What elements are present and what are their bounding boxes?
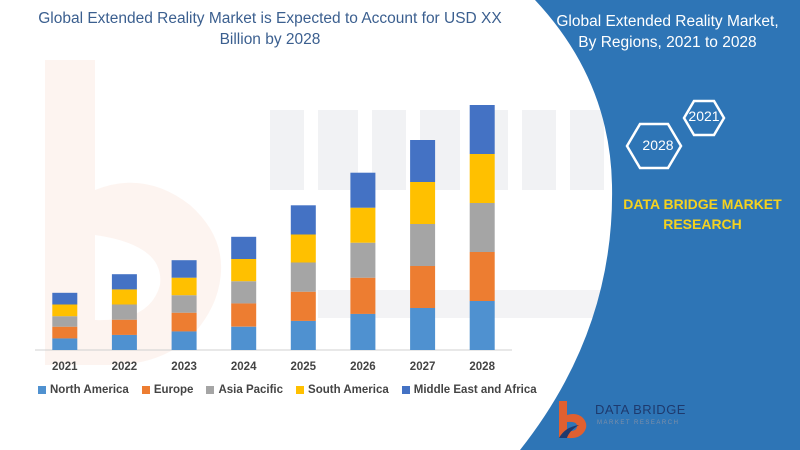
bar-segment-2022-asia-pacific: [111, 304, 137, 320]
brand-text-line-2: RESEARCH: [663, 216, 742, 232]
bar-segment-2023-middle-east-and-africa: [171, 260, 197, 278]
legend-item-middle-east-and-africa: Middle East and Africa: [401, 384, 537, 396]
bar-segment-2023-europe: [171, 312, 197, 332]
x-tick-label-2024: 2024: [231, 361, 257, 373]
bar-segment-2025-north-america: [290, 320, 316, 350]
bar-segment-2026-middle-east-and-africa: [350, 172, 376, 208]
legend-swatch: [141, 386, 150, 394]
bar-segment-2021-europe: [52, 326, 78, 339]
x-tick-label-2021: 2021: [52, 361, 78, 373]
bar-segment-2024-europe: [231, 303, 257, 327]
bar-segment-2022-europe: [111, 319, 137, 335]
bar-segment-2027-europe: [410, 266, 436, 308]
bar-segment-2024-north-america: [231, 326, 257, 350]
bar-segment-2028-europe: [469, 252, 495, 301]
bar-segment-2021-north-america: [52, 338, 78, 350]
brand-text-line-1: DATA BRIDGE MARKET: [623, 196, 782, 212]
bar-segment-2021-middle-east-and-africa: [52, 292, 78, 305]
legend-swatch: [38, 386, 46, 394]
bar-segment-2026-europe: [350, 277, 376, 314]
brand-text: DATA BRIDGE MARKET RESEARCH: [590, 194, 800, 234]
bar-segment-2024-asia-pacific: [231, 281, 257, 304]
bar-segment-2027-middle-east-and-africa: [410, 140, 436, 182]
x-tick-label-2025: 2025: [291, 361, 317, 373]
legend-swatch: [206, 386, 215, 394]
bar-segment-2024-middle-east-and-africa: [231, 236, 257, 259]
region-panel-title: Global Extended Reality Market, By Regio…: [556, 13, 779, 51]
legend-label: South America: [308, 384, 389, 396]
bar-segment-2025-middle-east-and-africa: [290, 205, 316, 235]
chart-legend: North America Europe Asia Pacific South Ame…: [38, 384, 537, 396]
logo-name: DATA BRIDGE: [595, 402, 686, 417]
bar-segment-2026-north-america: [350, 313, 376, 350]
legend-label: Asia Pacific: [218, 384, 284, 396]
bar-segment-2028-south-america: [469, 154, 495, 203]
bar-segment-2027-asia-pacific: [410, 224, 436, 266]
legend-item-europe: Europe: [141, 384, 194, 396]
bar-segment-2023-south-america: [171, 277, 197, 296]
legend-item-north-america: North America: [38, 384, 129, 396]
bar-segment-2021-asia-pacific: [52, 316, 78, 327]
legend-item-south-america: South America: [296, 384, 389, 396]
chart-title: Global Extended Reality Market is Expect…: [38, 10, 502, 48]
bar-segment-2027-south-america: [410, 182, 436, 224]
legend-label: Middle East and Africa: [413, 384, 537, 396]
logo-subtitle: MARKET RESEARCH: [597, 420, 680, 426]
bar-segment-2025-europe: [290, 291, 316, 321]
legend-swatch: [401, 386, 410, 394]
legend-label: Europe: [153, 384, 194, 396]
bar-segment-2023-asia-pacific: [171, 295, 197, 313]
x-tick-label-2023: 2023: [171, 361, 197, 373]
bar-segment-2025-south-america: [290, 234, 316, 263]
bar-segment-2026-south-america: [350, 207, 376, 243]
data-bridge-b-logo-icon: [559, 401, 587, 439]
x-tick-label-2027: 2027: [410, 361, 436, 373]
hexagon-label-2028: 2028: [642, 137, 674, 153]
bar-segment-2028-asia-pacific: [469, 203, 495, 252]
bar-segment-2022-north-america: [111, 334, 137, 350]
x-tick-label-2028: 2028: [469, 361, 495, 373]
bar-segment-2025-asia-pacific: [290, 262, 316, 292]
bar-segment-2028-middle-east-and-africa: [469, 105, 495, 154]
bar-segment-2024-south-america: [231, 259, 257, 282]
bar-segment-2023-north-america: [171, 331, 197, 350]
bar-segment-2027-north-america: [410, 308, 436, 350]
legend-item-asia-pacific: Asia Pacific: [206, 384, 283, 396]
bar-segment-2021-south-america: [52, 304, 78, 317]
bar-segment-2028-north-america: [469, 301, 495, 350]
bar-segment-2022-middle-east-and-africa: [111, 274, 137, 290]
x-tick-label-2026: 2026: [350, 361, 376, 373]
bar-segment-2026-asia-pacific: [350, 242, 376, 278]
legend-label: North America: [50, 384, 129, 396]
bar-segment-2022-south-america: [111, 289, 137, 305]
legend-swatch: [296, 386, 305, 394]
hexagon-label-2021: 2021: [688, 108, 720, 124]
x-tick-label-2022: 2022: [112, 361, 138, 373]
